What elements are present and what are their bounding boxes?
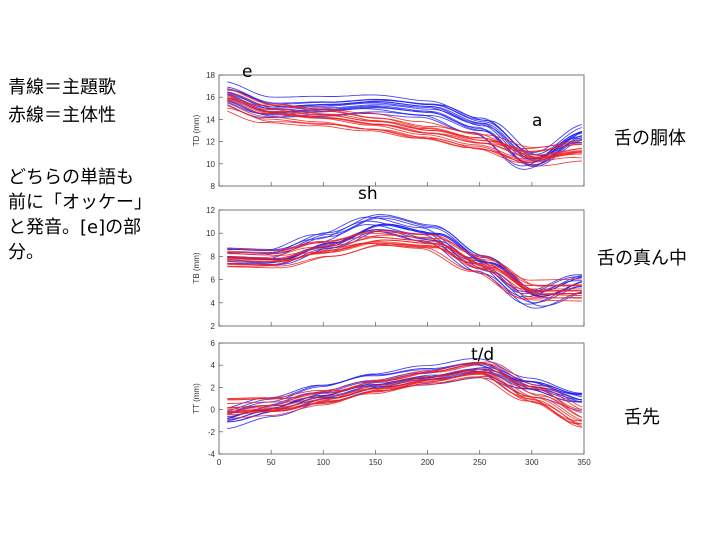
series-line-red	[227, 376, 582, 425]
series-line-red	[227, 105, 582, 161]
y-tick-label: -2	[208, 428, 216, 437]
series-line-red	[227, 110, 582, 164]
series-line-red	[227, 242, 582, 302]
x-tick-label: 250	[473, 458, 487, 467]
series-line-red	[227, 231, 582, 281]
x-tick-label: 0	[217, 458, 222, 467]
y-tick-label: 2	[211, 383, 216, 392]
series-line-red	[227, 242, 582, 299]
y-axis-label: TT (mm)	[192, 383, 201, 414]
series-line-red	[227, 371, 583, 421]
y-tick-label: 8	[211, 252, 216, 261]
series-line-red	[227, 94, 582, 149]
label-tongue-dorsum: 舌の胴体	[614, 128, 686, 149]
y-tick-label: 12	[206, 138, 215, 147]
series-line-blue	[227, 101, 582, 170]
series-line-red	[227, 372, 583, 422]
series-line-red	[227, 361, 583, 408]
series-line-red	[227, 107, 582, 167]
description-line: どちらの単語も	[8, 167, 134, 188]
y-tick-label: 2	[211, 322, 216, 331]
y-tick-label: 6	[211, 276, 216, 285]
label-tongue-tip: 舌先	[624, 407, 660, 428]
series-line-red	[227, 373, 583, 425]
series-line-red	[227, 99, 582, 160]
series-line-red	[227, 102, 582, 162]
series-line-blue	[227, 86, 583, 155]
y-tick-label: 8	[211, 182, 216, 191]
legend-red: 赤線＝主体性	[8, 105, 116, 126]
series-line-red	[227, 361, 582, 410]
description-line: 分。	[8, 242, 44, 263]
legend-blue: 青線＝主題歌	[8, 77, 116, 98]
annotation-e: e	[242, 62, 253, 82]
series-line-red	[227, 236, 582, 290]
x-tick-label: 350	[577, 458, 591, 467]
x-tick-label: 200	[421, 458, 435, 467]
x-tick-label: 150	[369, 458, 383, 467]
y-tick-label: 4	[211, 299, 216, 308]
series-line-red	[227, 244, 582, 295]
label-tongue-body: 舌の真ん中	[597, 248, 687, 269]
plot-frame	[218, 209, 585, 327]
series-line-red	[227, 94, 582, 152]
x-tick-label: 50	[267, 458, 276, 467]
y-tick-label: 0	[211, 406, 216, 415]
series-line-blue	[227, 216, 582, 293]
series-line-blue	[227, 104, 582, 167]
series-line-blue	[227, 93, 582, 160]
description: どちらの単語も 前に「オッケー」 と発音。[e]の部 分。	[8, 165, 173, 265]
y-tick-label: 18	[206, 71, 215, 80]
y-tick-label: 12	[206, 206, 215, 215]
x-tick-label: 300	[525, 458, 539, 467]
y-tick-label: 16	[206, 93, 215, 102]
series-line-red	[227, 369, 582, 421]
y-tick-label: 10	[206, 160, 215, 169]
series-line-red	[227, 373, 582, 428]
y-axis-label: TD (mm)	[192, 114, 201, 146]
series-line-red	[227, 97, 582, 158]
annotation-sh: sh	[358, 184, 378, 204]
plot-frame	[218, 74, 585, 187]
x-tick-label: 100	[317, 458, 331, 467]
series-line-red	[227, 230, 582, 287]
y-tick-label: -4	[208, 450, 216, 459]
y-tick-label: 10	[206, 229, 215, 238]
annotation-a: a	[532, 111, 543, 131]
series-line-red	[227, 241, 582, 299]
description-line: 前に「オッケー」	[8, 192, 152, 213]
annotation-t-d: t/d	[471, 345, 495, 365]
y-tick-label: 6	[211, 339, 216, 348]
y-tick-label: 4	[211, 361, 216, 370]
series-line-red	[227, 98, 582, 159]
series-line-red	[227, 93, 582, 156]
series-line-red	[227, 368, 583, 418]
y-axis-label: TB (mm)	[192, 252, 201, 283]
y-tick-label: 14	[206, 115, 215, 124]
series-line-blue	[227, 99, 583, 166]
description-line: と発音。[e]の部	[8, 217, 142, 238]
series-line-red	[227, 362, 583, 414]
series-line-red	[227, 239, 582, 295]
plot-frame	[218, 342, 585, 455]
